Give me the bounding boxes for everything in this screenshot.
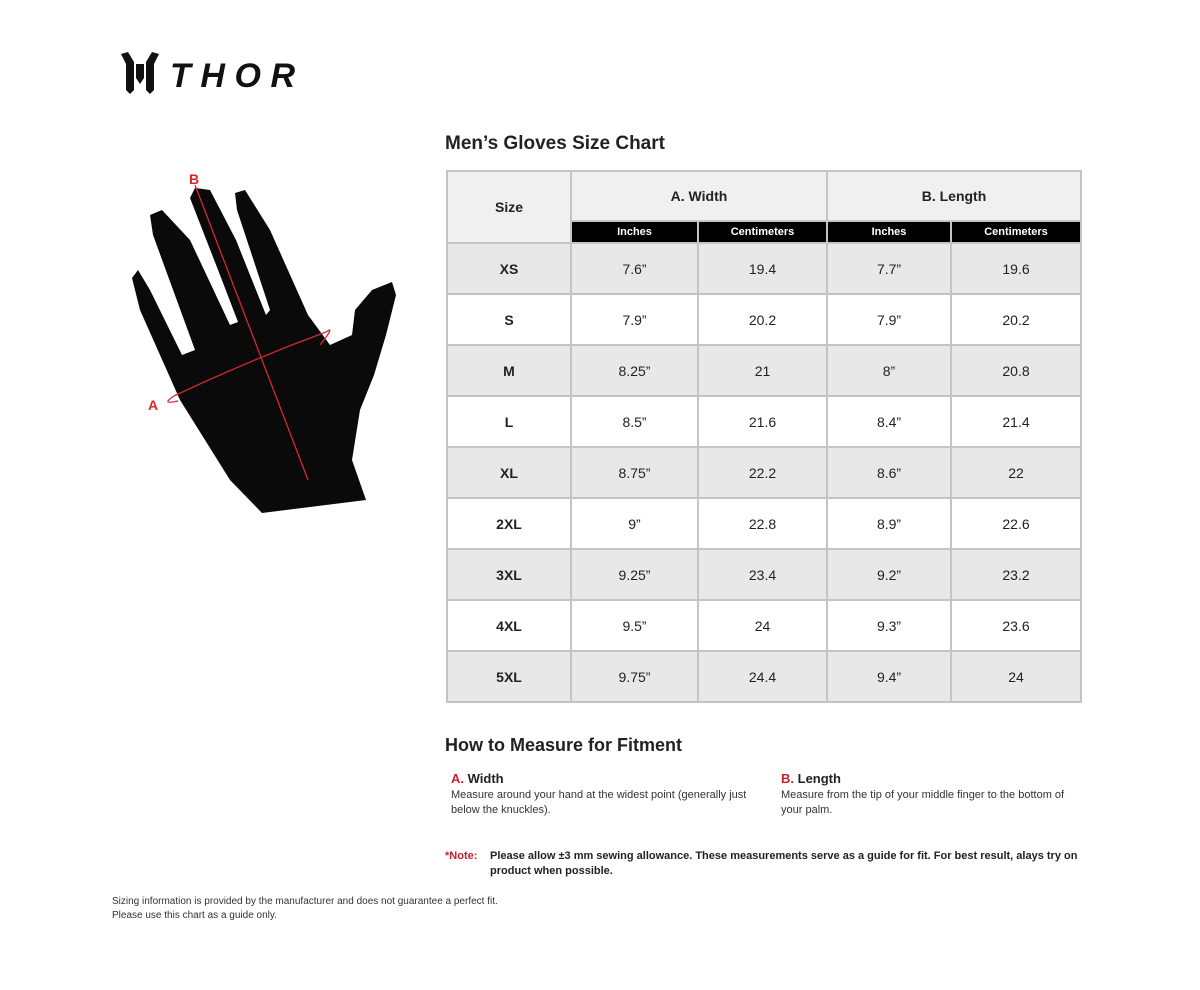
measure-title: How to Measure for Fitment <box>445 735 683 755</box>
value-cell: 8.75” <box>570 446 699 499</box>
unit-header: Centimeters <box>950 220 1082 244</box>
value-cell: 7.9” <box>570 293 699 346</box>
table-row: S 7.9” 20.2 7.9” 20.2 <box>446 293 1082 346</box>
value-cell: 9.2” <box>826 548 952 601</box>
note-key: *Note: <box>445 850 478 862</box>
value-cell: 19.4 <box>697 242 828 295</box>
value-cell: 23.6 <box>950 599 1082 652</box>
value-cell: 7.7” <box>826 242 952 295</box>
value-cell: 24.4 <box>697 650 828 703</box>
footer-disclaimer: Sizing information is provided by the ma… <box>112 895 498 923</box>
value-cell: 20.2 <box>950 293 1082 346</box>
value-cell: 9” <box>570 497 699 550</box>
value-cell: 22.8 <box>697 497 828 550</box>
width-prefix: A. <box>451 771 464 786</box>
length-instructions: B. Length Measure from the tip of your m… <box>781 771 1081 818</box>
length-label: Length <box>797 771 841 786</box>
size-cell: M <box>446 344 572 397</box>
value-cell: 8.25” <box>570 344 699 397</box>
size-cell: 3XL <box>446 548 572 601</box>
length-header: B. Length <box>826 170 1082 222</box>
value-cell: 9.75” <box>570 650 699 703</box>
value-cell: 8.4” <box>826 395 952 448</box>
label-b: B <box>189 171 199 187</box>
value-cell: 24 <box>950 650 1082 703</box>
width-label: Width <box>467 771 504 786</box>
width-text: Measure around your hand at the widest p… <box>451 789 747 816</box>
table-row: 3XL 9.25” 23.4 9.2” 23.2 <box>446 548 1082 601</box>
value-cell: 21 <box>697 344 828 397</box>
value-cell: 22 <box>950 446 1082 499</box>
value-cell: 20.8 <box>950 344 1082 397</box>
value-cell: 23.2 <box>950 548 1082 601</box>
hand-silhouette <box>132 188 396 513</box>
value-cell: 8.5” <box>570 395 699 448</box>
footer-line: Sizing information is provided by the ma… <box>112 896 498 907</box>
table-row: 5XL 9.75” 24.4 9.4” 24 <box>446 650 1082 703</box>
table-row: XS 7.6” 19.4 7.7” 19.6 <box>446 242 1082 295</box>
page-title: Men’s Gloves Size Chart <box>445 133 665 154</box>
size-chart-table: Size A. Width B. Length Inches Centimete… <box>446 170 1082 703</box>
unit-header: Inches <box>570 220 699 244</box>
size-cell: S <box>446 293 572 346</box>
table-row: 2XL 9” 22.8 8.9” 22.6 <box>446 497 1082 550</box>
value-cell: 21.4 <box>950 395 1082 448</box>
footer-line: Please use this chart as a guide only. <box>112 910 277 921</box>
size-cell: XS <box>446 242 572 295</box>
size-cell: L <box>446 395 572 448</box>
table-row: 4XL 9.5” 24 9.3” 23.6 <box>446 599 1082 652</box>
unit-header: Centimeters <box>697 220 828 244</box>
note: *Note: Please allow ±3 mm sewing allowan… <box>445 849 1085 879</box>
thor-logo: THOR <box>121 52 295 95</box>
value-cell: 19.6 <box>950 242 1082 295</box>
unit-header: Inches <box>826 220 952 244</box>
value-cell: 9.4” <box>826 650 952 703</box>
value-cell: 7.9” <box>826 293 952 346</box>
value-cell: 7.6” <box>570 242 699 295</box>
value-cell: 21.6 <box>697 395 828 448</box>
table-row: M 8.25” 21 8” 20.8 <box>446 344 1082 397</box>
label-a: A <box>148 397 158 413</box>
value-cell: 8” <box>826 344 952 397</box>
table-row: L 8.5” 21.6 8.4” 21.4 <box>446 395 1082 448</box>
size-cell: XL <box>446 446 572 499</box>
value-cell: 22.6 <box>950 497 1082 550</box>
width-instructions: A. Width Measure around your hand at the… <box>451 771 761 818</box>
size-cell: 5XL <box>446 650 572 703</box>
glove-measure-diagram: B A <box>132 171 396 513</box>
length-prefix: B. <box>781 771 794 786</box>
value-cell: 9.3” <box>826 599 952 652</box>
value-cell: 9.5” <box>570 599 699 652</box>
value-cell: 20.2 <box>697 293 828 346</box>
width-header: A. Width <box>570 170 828 222</box>
value-cell: 8.9” <box>826 497 952 550</box>
size-header: Size <box>446 170 572 244</box>
size-cell: 4XL <box>446 599 572 652</box>
table-row: XL 8.75” 22.2 8.6” 22 <box>446 446 1082 499</box>
svg-text:THOR: THOR <box>170 57 295 95</box>
length-text: Measure from the tip of your middle fing… <box>781 789 1065 816</box>
value-cell: 8.6” <box>826 446 952 499</box>
value-cell: 23.4 <box>697 548 828 601</box>
note-text: Please allow ±3 mm sewing allowance. The… <box>490 850 1078 877</box>
value-cell: 24 <box>697 599 828 652</box>
size-cell: 2XL <box>446 497 572 550</box>
value-cell: 22.2 <box>697 446 828 499</box>
value-cell: 9.25” <box>570 548 699 601</box>
